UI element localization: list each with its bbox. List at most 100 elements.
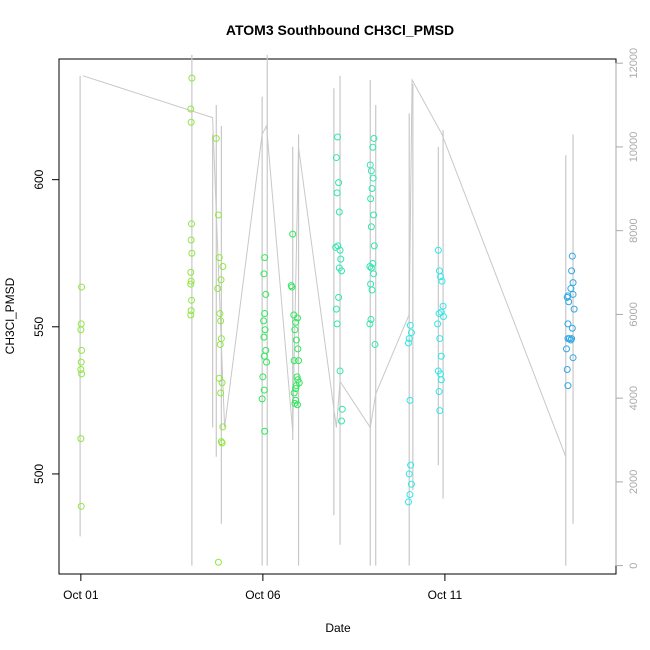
data-point — [262, 346, 270, 354]
data-point — [77, 365, 85, 373]
data-point — [335, 179, 343, 187]
data-point — [219, 262, 227, 270]
data-point — [292, 318, 300, 326]
data-point — [219, 423, 227, 431]
data-point — [259, 373, 267, 381]
right-y-tick-label: 10000 — [628, 132, 640, 163]
data-point — [565, 298, 573, 306]
data-point — [370, 211, 378, 219]
data-point — [293, 314, 301, 322]
y-tick-label: 600 — [32, 169, 46, 189]
data-point — [435, 388, 443, 396]
data-point — [406, 321, 414, 329]
data-point — [367, 167, 375, 175]
data-point — [216, 310, 224, 318]
data-point — [435, 267, 443, 275]
data-point — [404, 339, 412, 347]
data-point — [260, 386, 268, 394]
data-point — [78, 283, 86, 291]
secondary-series-lines — [79, 54, 574, 566]
data-point — [338, 405, 346, 413]
data-point — [292, 396, 300, 404]
data-point — [290, 357, 298, 365]
x-tick-label: Oct 06 — [245, 588, 281, 602]
data-point — [187, 105, 195, 113]
data-point — [406, 396, 414, 404]
data-point — [368, 184, 376, 192]
x-axis: Oct 01 Oct 06 Oct 11 — [63, 573, 462, 602]
data-point — [218, 439, 226, 447]
data-point — [564, 320, 572, 328]
data-point — [187, 280, 195, 288]
data-point — [289, 230, 297, 238]
data-point — [187, 277, 195, 285]
data-point — [334, 133, 341, 141]
data-point — [367, 195, 375, 203]
data-point — [217, 276, 225, 284]
data-point — [563, 293, 571, 301]
data-point — [261, 254, 269, 262]
data-point — [369, 174, 377, 182]
data-point — [78, 370, 86, 378]
data-point — [568, 267, 576, 275]
data-point — [187, 118, 195, 126]
data-point — [337, 255, 345, 263]
data-point — [570, 305, 578, 313]
data-point — [188, 220, 196, 228]
data-point — [261, 310, 269, 318]
data-point — [436, 335, 444, 343]
data-point — [564, 382, 572, 390]
data-point — [188, 296, 196, 304]
x-axis-label: Date — [325, 621, 351, 635]
data-point — [333, 189, 341, 197]
data-point — [563, 365, 571, 373]
data-point — [338, 417, 346, 425]
data-point — [336, 367, 344, 375]
data-point — [366, 262, 374, 270]
right-y-tick-label: 0 — [628, 563, 640, 569]
data-point — [567, 285, 575, 293]
data-point — [217, 389, 225, 397]
data-point — [258, 395, 266, 403]
data-point — [405, 335, 413, 343]
data-point — [335, 293, 343, 301]
data-point — [261, 427, 269, 435]
data-point — [332, 305, 340, 313]
data-point — [214, 558, 222, 566]
data-point — [187, 307, 195, 315]
data-point — [77, 435, 85, 443]
y-axis-label: CH3Cl_PMSD — [3, 277, 17, 354]
data-point — [434, 246, 442, 254]
data-point — [562, 345, 570, 353]
data-point — [332, 154, 340, 162]
data-point — [568, 324, 576, 332]
data-point — [217, 317, 225, 325]
right-y-tick-label: 2000 — [628, 470, 640, 494]
data-point — [569, 279, 577, 287]
data-point — [77, 358, 85, 366]
data-point — [569, 354, 577, 362]
data-point — [294, 345, 302, 353]
data-point — [407, 480, 415, 488]
data-point — [370, 242, 378, 250]
data-point — [291, 326, 299, 334]
data-point — [215, 254, 223, 262]
data-point — [77, 326, 85, 334]
y-axis: 500 550 600 — [32, 169, 60, 484]
data-point — [438, 277, 446, 285]
data-point — [406, 491, 414, 499]
data-point — [262, 290, 270, 298]
data-point — [293, 401, 301, 409]
x-tick-label: Oct 01 — [63, 588, 99, 602]
data-point — [367, 223, 375, 231]
data-point — [288, 283, 296, 291]
data-point — [338, 267, 346, 275]
data-point — [260, 317, 268, 325]
data-point — [290, 389, 298, 397]
data-point — [260, 352, 268, 360]
data-point — [260, 333, 268, 341]
data-point — [407, 329, 415, 337]
data-point — [187, 236, 195, 244]
data-point — [218, 379, 226, 387]
